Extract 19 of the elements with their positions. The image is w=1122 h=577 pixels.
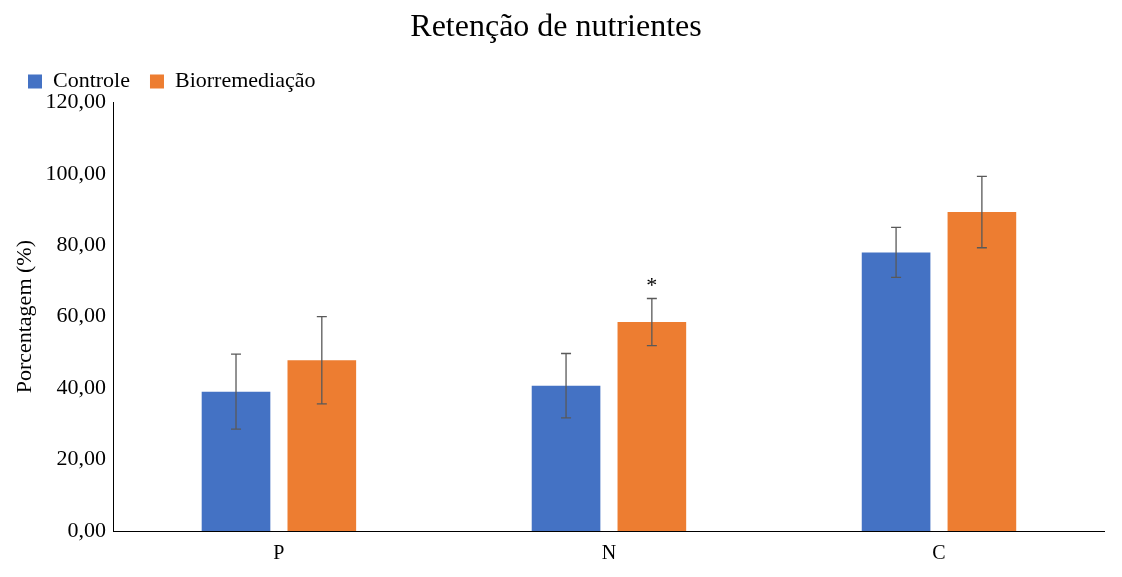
legend-label: Biorremediação bbox=[174, 67, 316, 93]
y-tick-label: 100,00 bbox=[45, 159, 106, 185]
x-tick-label: C bbox=[932, 541, 946, 564]
bar bbox=[617, 322, 687, 531]
chart-title: Retenção de nutrientes bbox=[410, 6, 702, 43]
x-tick-label: N bbox=[601, 541, 617, 564]
x-tick-label: P bbox=[273, 541, 285, 564]
y-axis-title: Porcentagem (%) bbox=[10, 240, 36, 394]
annotation: * bbox=[646, 272, 658, 298]
y-tick-label: 20,00 bbox=[56, 445, 106, 471]
bar bbox=[201, 391, 271, 531]
bar bbox=[287, 360, 357, 531]
y-tick-label: 40,00 bbox=[56, 373, 106, 399]
y-tick-label: 80,00 bbox=[56, 231, 106, 257]
bar bbox=[861, 252, 931, 531]
bar bbox=[531, 385, 601, 531]
bar bbox=[947, 212, 1017, 531]
y-tick-label: 60,00 bbox=[56, 302, 106, 328]
y-tick-label: 0,00 bbox=[67, 516, 106, 542]
